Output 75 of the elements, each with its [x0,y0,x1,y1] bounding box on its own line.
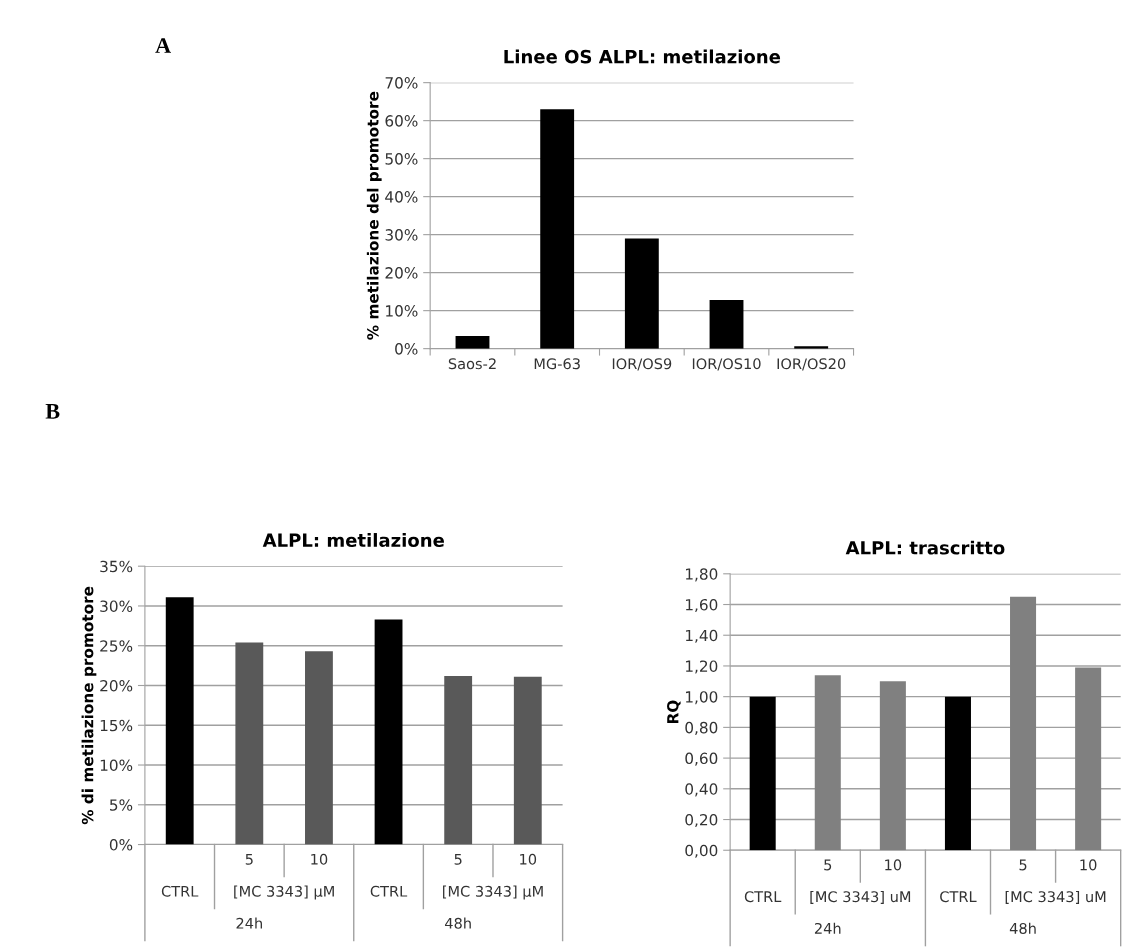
y-tick-label: 70% [385,77,418,89]
y-tick-label: 20% [100,679,133,692]
y-axis-title: RQ [667,700,681,723]
x-tick-label: 5 [454,853,462,865]
bar [455,336,490,349]
y-tick-label: 10% [100,759,133,772]
bar [749,696,776,851]
y-tick-label: 0% [109,839,133,851]
bar [305,651,333,845]
y-tick-label: 1,60 [686,598,718,613]
x-tick-label: IOR/OS20 [777,358,846,371]
y-tick-label: 0,40 [685,783,718,797]
y-tick-label: 25% [100,640,133,652]
text: 48h [1009,922,1036,934]
bar [814,675,841,851]
x-tick-label: IOR/OS10 [692,358,761,371]
text: [MC 3343] µM [234,885,334,900]
y-tick-label: 40% [385,191,418,203]
chart-title: Linee OS ALPL: metilazione [504,49,781,64]
bar [374,619,403,845]
chart-title: ALPL: metilazione [262,533,444,548]
x-tick-label: 5 [824,859,832,871]
y-tick-label: 35% [100,560,133,573]
y-axis-title: % di metilazione promotore [81,586,97,825]
text: 48h [444,917,471,929]
bar [1010,596,1037,851]
y-tick-label: 1,20 [686,660,718,674]
bar [944,696,971,851]
x-tick-label: 5 [245,853,253,865]
bar [165,597,194,845]
text: [MC 3343] uM [1005,890,1106,904]
text: 24h [814,922,841,934]
bar [1075,667,1102,851]
bar [444,675,473,845]
y-tick-label: 60% [385,115,418,127]
text: 24h [236,917,262,929]
y-tick-label: 30% [100,600,133,612]
y-tick-label: 0,20 [685,814,718,828]
text: [MC 3343] uM [810,890,911,904]
y-tick-label: 30% [385,229,418,241]
bar [540,109,575,349]
y-tick-label: 20% [385,267,418,279]
y-tick-label: 1,80 [686,568,718,582]
text: B [45,404,60,419]
y-tick-label: 1,40 [686,629,718,643]
x-tick-label: 10 [520,853,537,865]
y-tick-label: 1,00 [686,691,718,705]
x-tick-label: CTRL [940,891,977,903]
y-tick-label: 15% [100,719,133,732]
x-tick-label: 5 [1019,859,1027,871]
x-tick-label: 10 [1080,859,1097,871]
x-tick-label: CTRL [161,885,199,897]
bar [879,681,906,851]
bar [709,300,744,349]
y-tick-label: 0,60 [685,752,718,766]
x-tick-label: 10 [885,859,902,871]
x-tick-label: Saos-2 [448,358,496,370]
y-tick-label: 0,80 [685,721,718,735]
bar [624,238,659,349]
text: A [155,38,171,53]
x-tick-label: 10 [311,853,328,865]
y-tick-label: 0,00 [685,844,718,858]
y-tick-label: 50% [385,153,418,165]
y-tick-label: 0% [395,343,418,355]
x-tick-label: CTRL [370,885,408,897]
x-tick-label: MG-63 [534,358,580,370]
y-axis-title: % metilazione del promotore [366,91,382,340]
bar [513,676,542,845]
x-tick-label: IOR/OS9 [612,358,672,371]
chart-title: ALPL: trascritto [845,540,1005,555]
y-tick-label: 5% [110,799,133,811]
text: [MC 3343] µM [443,885,543,900]
y-tick-label: 10% [386,305,418,317]
bar [235,642,264,845]
x-tick-label: CTRL [744,891,782,903]
